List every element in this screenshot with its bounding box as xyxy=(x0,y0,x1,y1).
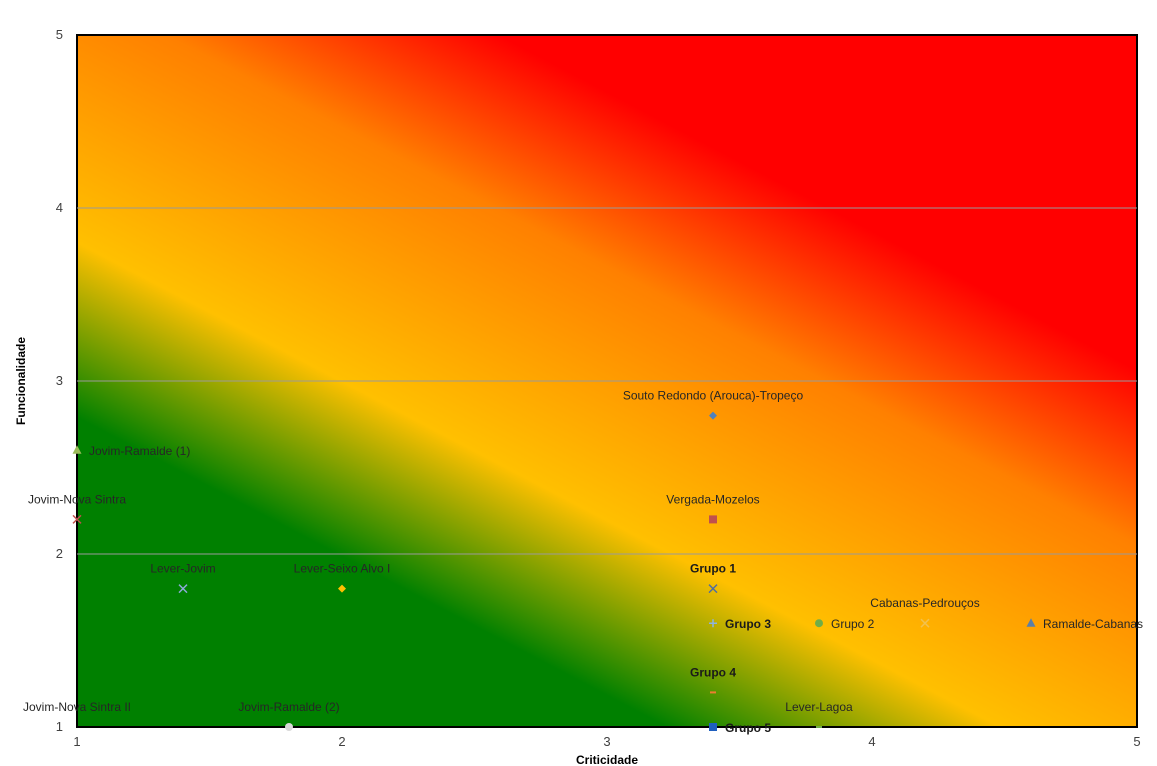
point-label: Jovim-Ramalde (2) xyxy=(238,700,339,714)
point-label: Ramalde-Cabanas xyxy=(1043,617,1143,631)
data-point: Grupo 2 xyxy=(815,617,875,631)
point-marker xyxy=(709,515,717,524)
data-point: Grupo 4 xyxy=(690,665,736,694)
point-label: Vergada-Mozelos xyxy=(666,492,759,506)
gridlines xyxy=(77,207,1137,555)
y-tick-label: 1 xyxy=(56,719,63,734)
point-label: Grupo 2 xyxy=(831,617,875,631)
point-marker xyxy=(178,584,188,594)
data-points: Souto Redondo (Arouca)-Tropeço Jovim-Rama… xyxy=(23,389,1143,735)
x-tick-label: 4 xyxy=(868,734,875,749)
point-label: Jovim-Ramalde (1) xyxy=(89,444,190,458)
y-tick-label: 4 xyxy=(56,200,63,215)
data-point: Jovim-Nova Sintra II xyxy=(23,700,131,714)
y-tick-label: 2 xyxy=(56,546,63,561)
data-point: Jovim-Nova Sintra xyxy=(28,492,126,524)
y-axis-ticks: 1 2 3 4 5 xyxy=(56,27,63,734)
x-tick-label: 1 xyxy=(73,734,80,749)
point-marker xyxy=(709,723,717,731)
point-label: Lever-Lagoa xyxy=(785,700,853,714)
point-label: Lever-Seixo Alvo I xyxy=(294,562,391,576)
point-label: Lever-Jovim xyxy=(150,562,215,576)
x-tick-label: 5 xyxy=(1133,734,1140,749)
point-marker xyxy=(338,584,346,593)
data-point: Vergada-Mozelos xyxy=(666,492,760,524)
point-marker xyxy=(1026,618,1036,627)
data-point: Lever-Jovim xyxy=(150,562,216,594)
x-tick-label: 2 xyxy=(338,734,345,749)
y-axis-title: Funcionalidade xyxy=(14,337,28,425)
data-point: Grupo 1 xyxy=(690,562,736,594)
point-marker xyxy=(72,514,82,524)
point-marker xyxy=(709,411,717,420)
y-tick-label: 3 xyxy=(56,373,63,388)
data-point: Jovim-Ramalde (2) xyxy=(238,700,340,731)
data-point: Souto Redondo (Arouca)-Tropeço xyxy=(623,389,804,420)
point-label: Grupo 5 xyxy=(725,721,771,735)
point-marker xyxy=(285,723,293,731)
data-point: Grupo 3 xyxy=(709,617,771,631)
point-label: Souto Redondo (Arouca)-Tropeço xyxy=(623,389,804,403)
x-axis-title: Criticidade xyxy=(576,753,638,766)
point-label: Jovim-Nova Sintra xyxy=(28,492,126,506)
point-marker xyxy=(920,618,930,628)
data-point: Grupo 5 xyxy=(709,721,771,735)
point-marker xyxy=(708,584,718,594)
data-point: Cabanas-Pedrouços xyxy=(870,596,980,628)
x-axis-ticks: 1 2 3 4 5 xyxy=(73,734,1140,749)
point-label: Cabanas-Pedrouços xyxy=(870,596,979,610)
point-label: Grupo 1 xyxy=(690,562,736,576)
data-point: Ramalde-Cabanas xyxy=(1026,617,1143,631)
data-point: Lever-Seixo Alvo I xyxy=(294,562,391,593)
data-point: Jovim-Ramalde (1) xyxy=(72,444,190,458)
data-point: Lever-Lagoa xyxy=(785,700,853,728)
point-label: Grupo 3 xyxy=(725,617,771,631)
point-marker xyxy=(709,619,717,628)
point-label: Jovim-Nova Sintra II xyxy=(23,700,131,714)
point-marker xyxy=(72,445,82,454)
point-label: Grupo 4 xyxy=(690,665,736,679)
point-marker xyxy=(815,619,823,628)
y-tick-label: 5 xyxy=(56,27,63,42)
x-tick-label: 3 xyxy=(603,734,610,749)
